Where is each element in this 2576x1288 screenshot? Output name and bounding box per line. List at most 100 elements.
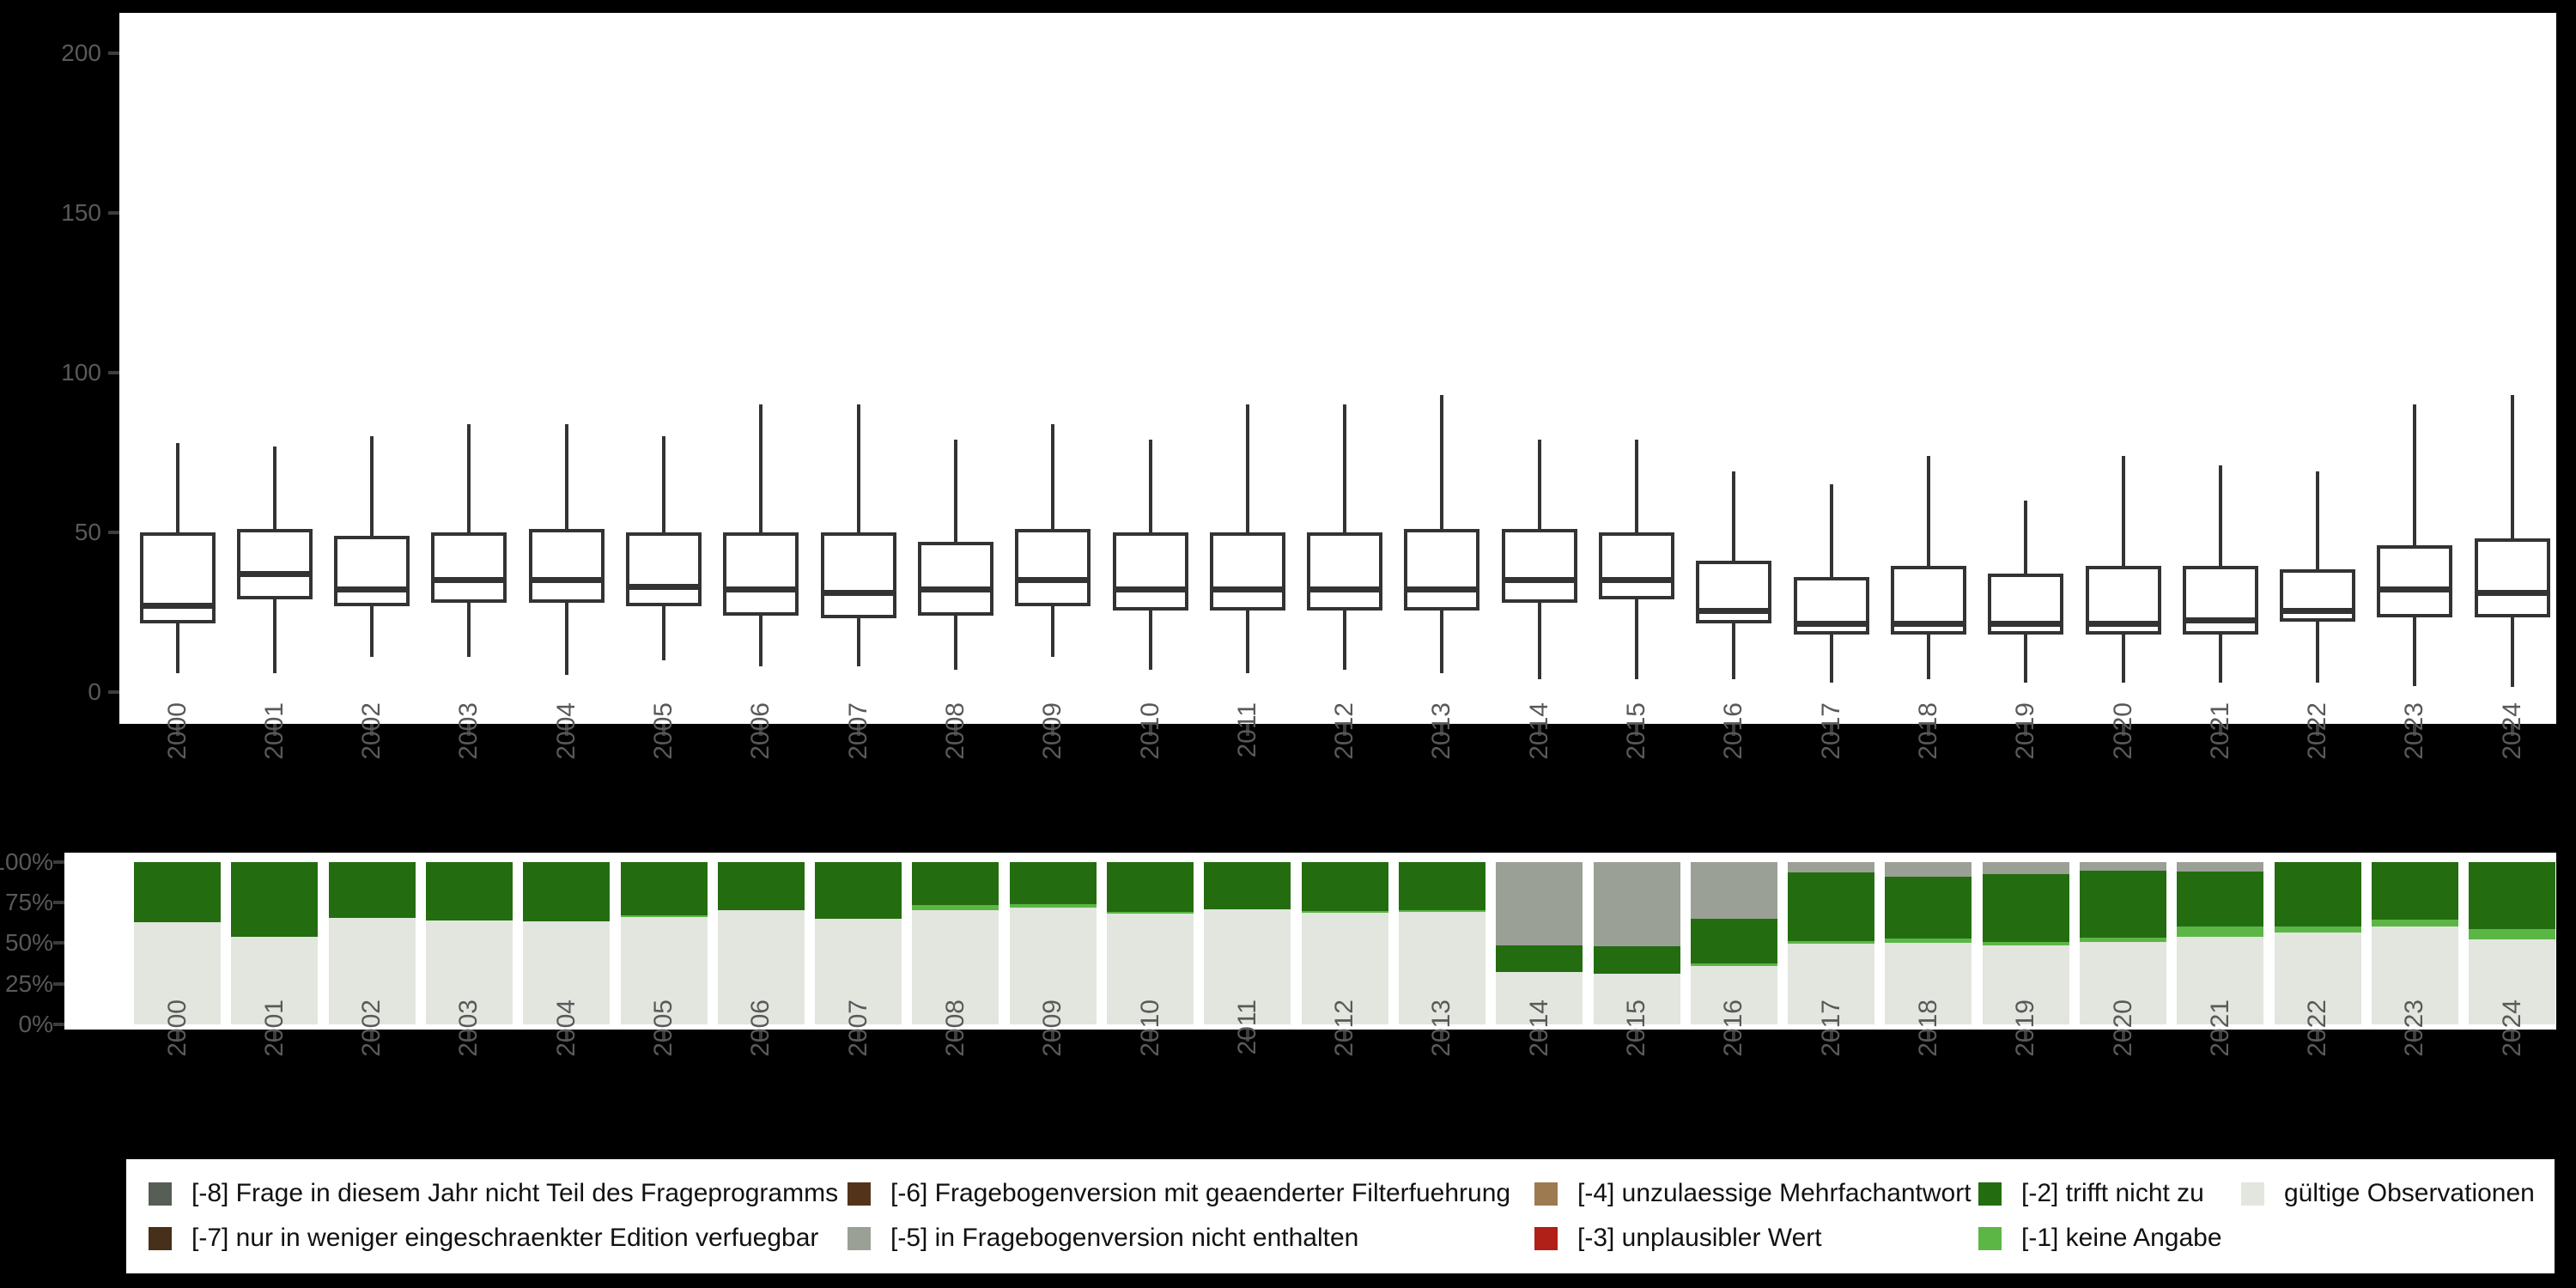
- bar-segment-valid-2012: [1301, 913, 1388, 1024]
- boxplot-box-2016: [1696, 561, 1772, 623]
- boxplot-median: [334, 586, 410, 593]
- bar-segment-m5-2016: [1690, 861, 1777, 919]
- boxplot-x-tick-label: 2022: [2303, 702, 2332, 760]
- boxplot-x-tick-label: 2002: [357, 702, 386, 760]
- bar-segment-valid-2002: [328, 918, 416, 1024]
- bar-x-tick-mark: [1051, 1030, 1055, 1042]
- boxplot-upper-whisker: [1829, 484, 1833, 578]
- boxplot-upper-whisker: [1440, 395, 1444, 530]
- boxplot-x-tick-label: 2023: [2400, 702, 2429, 760]
- boxplot-lower-whisker: [2413, 617, 2417, 686]
- boxplot-box-2023: [2377, 544, 2453, 617]
- bar-segment-m1-2013: [1398, 909, 1485, 913]
- boxplot-lower-whisker: [1245, 611, 1249, 673]
- legend-label-m4: [-4] unzulaessige Mehrfachantwort: [1577, 1179, 1971, 1207]
- bar-segment-m1-2005: [620, 915, 708, 918]
- boxplot-x-tick-label: 2001: [259, 702, 289, 760]
- bar-x-tick-mark: [2024, 1030, 2028, 1042]
- bar-x-tick-label: 2016: [1719, 999, 1748, 1057]
- boxplot-median: [1599, 577, 1674, 584]
- boxplot-lower-whisker: [272, 599, 276, 673]
- bar-segment-valid-2003: [425, 920, 513, 1024]
- boxplot-x-tick-label: 2018: [1913, 702, 1942, 760]
- boxplot-median: [723, 586, 799, 593]
- bar-x-tick-label: 2002: [357, 999, 386, 1057]
- boxplot-upper-whisker: [1343, 404, 1347, 532]
- bar-segment-valid-2011: [1204, 908, 1291, 1024]
- bar-segment-m5-2014: [1496, 861, 1583, 945]
- boxplot-y-tick-mark: [108, 690, 119, 694]
- bar-segment-m5-2020: [2080, 861, 2166, 871]
- bar-segment-m5-2019: [1982, 861, 2069, 875]
- bar-segment-valid-2005: [620, 917, 708, 1024]
- boxplot-y-tick-mark: [108, 211, 119, 215]
- boxplot-box-2004: [528, 529, 605, 603]
- bar-x-tick-label: 2015: [1622, 999, 1650, 1057]
- boxplot-lower-whisker: [564, 602, 568, 675]
- boxplot-x-tick-label: 2020: [2108, 702, 2137, 760]
- boxplot-upper-whisker: [1051, 423, 1055, 530]
- boxplot-median: [1209, 586, 1285, 593]
- bar-x-tick-label: 2000: [162, 999, 191, 1057]
- bar-x-tick-mark: [1635, 1030, 1638, 1042]
- boxplot-upper-whisker: [2024, 500, 2028, 574]
- bar-segment-valid-2016: [1690, 965, 1777, 1024]
- boxplot-x-tick-label: 2005: [649, 702, 677, 760]
- bar-x-tick-label: 2004: [551, 999, 580, 1057]
- boxplot-upper-whisker: [953, 440, 957, 543]
- boxplot-box-2011: [1209, 532, 1285, 611]
- bar-x-tick-mark: [1440, 1030, 1444, 1042]
- bar-segment-m2-2019: [1982, 874, 2069, 943]
- bar-segment-m1-2023: [2371, 919, 2458, 927]
- bar-x-tick-mark: [272, 1030, 276, 1042]
- boxplot-x-tick-label: 2021: [2205, 702, 2234, 760]
- bar-y-tick-label: 75%: [4, 889, 53, 916]
- boxplot-lower-whisker: [2316, 622, 2320, 683]
- bar-x-tick-label: 2021: [2205, 999, 2234, 1057]
- boxplot-median: [2085, 620, 2161, 627]
- bar-segment-m1-2010: [1107, 912, 1194, 914]
- boxplot-median: [1307, 586, 1383, 593]
- legend-swatch-m8: [149, 1182, 172, 1206]
- boxplot-upper-whisker: [2121, 455, 2125, 567]
- bar-x-tick-mark: [2218, 1030, 2222, 1042]
- boxplot-box-2012: [1307, 532, 1383, 611]
- bar-segment-valid-2000: [134, 921, 221, 1024]
- boxplot-x-tick-label: 2017: [1816, 702, 1845, 760]
- boxplot-box-2001: [236, 529, 313, 600]
- boxplot-x-tick-mark: [953, 724, 957, 736]
- bar-segment-m2-2023: [2371, 861, 2458, 920]
- legend-swatch-m1: [1978, 1227, 2002, 1250]
- bar-segment-valid-2022: [2274, 933, 2361, 1024]
- boxplot-x-tick-label: 2008: [940, 702, 969, 760]
- boxplot-upper-whisker: [175, 442, 179, 532]
- bar-x-tick-label: 2018: [1913, 999, 1942, 1057]
- legend-label-m7: [-7] nur in weniger eingeschraenkter Edi…: [191, 1224, 819, 1252]
- bar-x-tick-mark: [467, 1030, 471, 1042]
- boxplot-median: [2474, 590, 2550, 597]
- bar-x-tick-label: 2007: [843, 999, 872, 1057]
- boxplot-median: [1890, 620, 1966, 627]
- bar-segment-valid-2014: [1496, 972, 1583, 1024]
- bar-x-tick-mark: [953, 1030, 957, 1042]
- bar-x-tick-mark: [1148, 1030, 1152, 1042]
- boxplot-box-2022: [2280, 568, 2356, 623]
- bar-segment-m5-2021: [2177, 861, 2264, 872]
- boxplot-upper-whisker: [2413, 404, 2417, 545]
- bar-x-tick-label: 2023: [2400, 999, 2429, 1057]
- boxplot-median: [917, 586, 993, 593]
- boxplot-upper-whisker: [2510, 395, 2514, 539]
- bar-segment-m1-2016: [1690, 963, 1777, 966]
- boxplot-x-tick-mark: [2413, 724, 2417, 736]
- bar-segment-valid-2018: [1885, 943, 1972, 1024]
- bar-y-tick-mark: [53, 1023, 64, 1026]
- boxplot-upper-whisker: [1537, 440, 1541, 530]
- bar-x-tick-label: 2009: [1038, 999, 1067, 1057]
- boxplot-x-tick-mark: [467, 724, 471, 736]
- bar-x-tick-mark: [1343, 1030, 1347, 1042]
- boxplot-x-tick-label: 2009: [1038, 702, 1067, 760]
- boxplot-lower-whisker: [1829, 635, 1833, 683]
- boxplot-median: [1988, 620, 2064, 627]
- bar-segment-m1-2019: [1982, 942, 2069, 946]
- boxplot-lower-whisker: [1148, 611, 1152, 670]
